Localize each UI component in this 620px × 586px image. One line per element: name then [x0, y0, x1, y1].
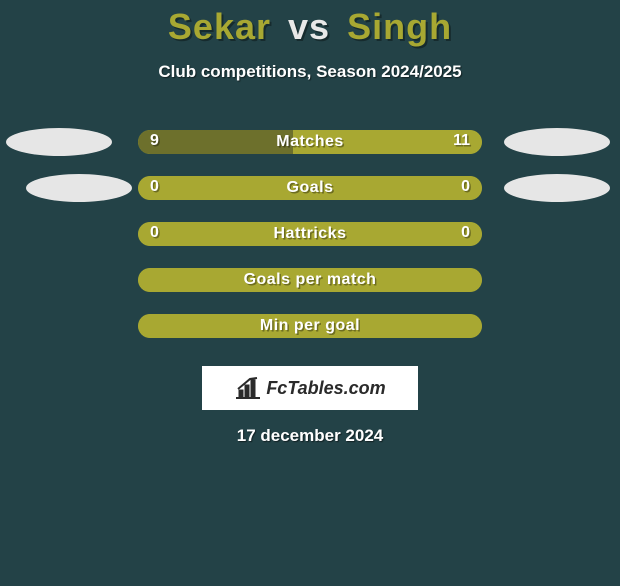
logo-box: FcTables.com: [202, 366, 418, 410]
player2-name: Singh: [347, 6, 452, 47]
stat-label: Goals: [287, 179, 334, 197]
stat-row: Hattricks 0 0: [0, 218, 620, 264]
stat-rows: Matches 9 11 Goals 0 0 Hattricks 0 0 Goals per ma…: [0, 126, 620, 356]
player1-oval: [26, 174, 132, 202]
stat-bar: Goals 0 0: [138, 176, 482, 200]
logo-text: FcTables.com: [266, 378, 385, 399]
stat-bar: Goals per match: [138, 268, 482, 292]
player2-oval: [504, 174, 610, 202]
stat-bar: Min per goal: [138, 314, 482, 338]
left-value: 0: [150, 224, 159, 242]
stat-row: Goals 0 0: [0, 172, 620, 218]
left-value: 0: [150, 178, 159, 196]
stat-row: Min per goal: [0, 310, 620, 356]
right-value: 0: [461, 178, 470, 196]
stat-bar: Hattricks 0 0: [138, 222, 482, 246]
left-value: 9: [150, 132, 159, 150]
stat-label: Matches: [276, 133, 344, 151]
stat-row: Goals per match: [0, 264, 620, 310]
player2-oval: [504, 128, 610, 156]
stat-bar: Matches 9 11: [138, 130, 482, 154]
comparison-title: Sekar vs Singh: [0, 6, 620, 48]
player1-name: Sekar: [168, 6, 271, 47]
vs-text: vs: [288, 6, 330, 47]
date-text: 17 december 2024: [0, 426, 620, 446]
stat-label: Min per goal: [260, 317, 360, 335]
right-value: 0: [461, 224, 470, 242]
bar-fill-left: [138, 130, 293, 154]
bar-fill-right: [310, 176, 482, 200]
bar-fill-left: [138, 176, 310, 200]
right-value: 11: [453, 132, 470, 150]
subtitle: Club competitions, Season 2024/2025: [0, 62, 620, 82]
bar-chart-icon: [234, 376, 262, 400]
player1-oval: [6, 128, 112, 156]
stat-row: Matches 9 11: [0, 126, 620, 172]
stat-label: Goals per match: [244, 271, 377, 289]
stat-label: Hattricks: [274, 225, 347, 243]
